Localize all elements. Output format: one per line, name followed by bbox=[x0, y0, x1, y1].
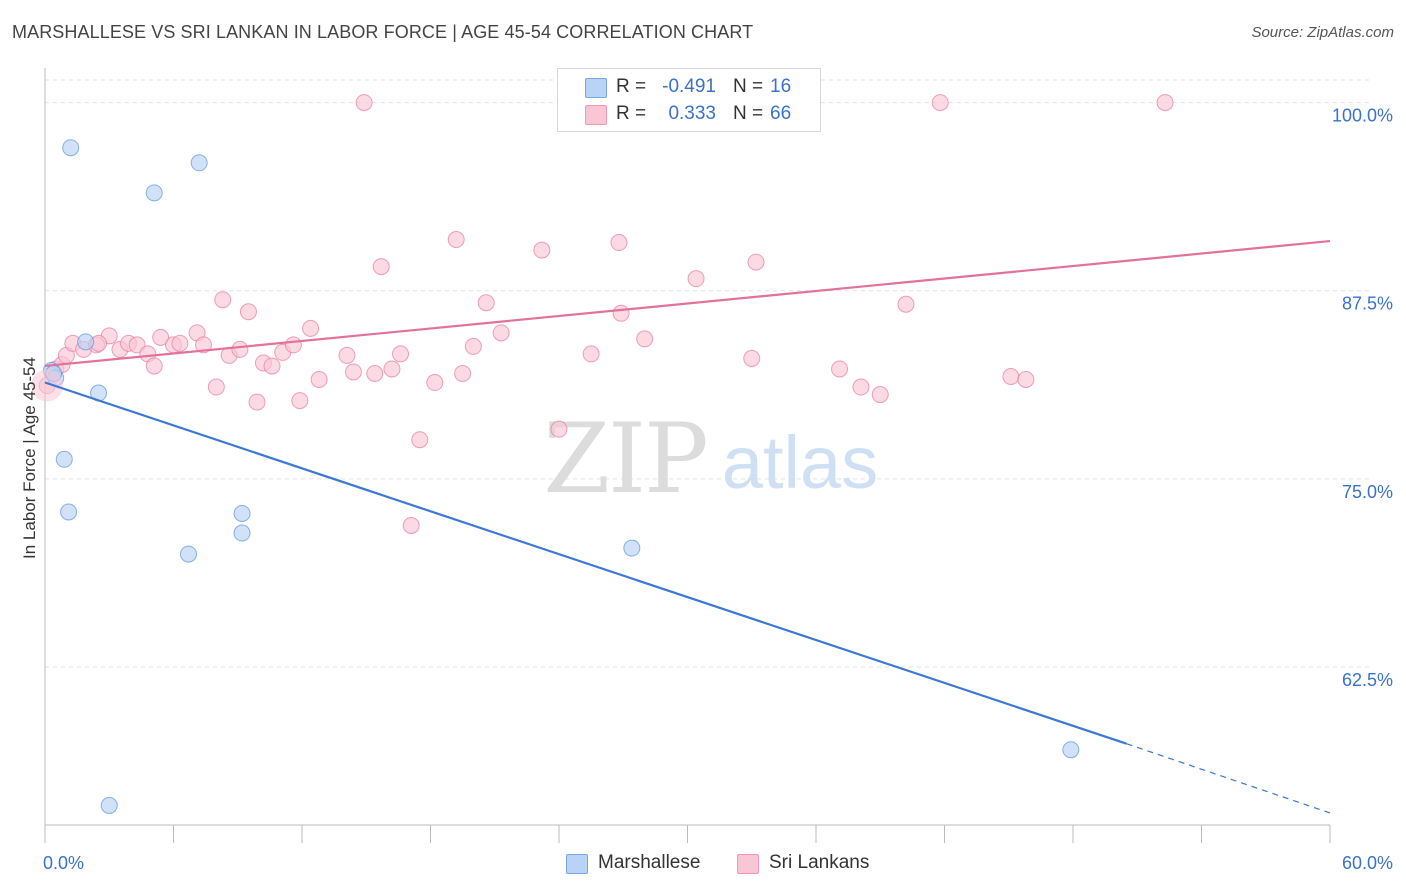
sri-lankan-point bbox=[931, 94, 949, 112]
sri-lankan-point bbox=[1017, 371, 1035, 389]
sri-lankan-point bbox=[492, 324, 510, 342]
sri-lankan-point bbox=[344, 363, 362, 381]
sri-lankan-point bbox=[263, 357, 281, 375]
sri-lankan-point bbox=[239, 303, 257, 321]
marshallese-point bbox=[233, 524, 251, 542]
marshallese-point bbox=[55, 450, 73, 468]
sri-lankan-point bbox=[582, 345, 600, 363]
marshallese-point bbox=[1062, 741, 1080, 759]
sri-lankan-point bbox=[464, 337, 482, 355]
marshallese-point bbox=[145, 184, 163, 202]
marshallese-point bbox=[62, 139, 80, 157]
sri-lankan-point bbox=[171, 334, 189, 352]
sri-lankan-point bbox=[214, 291, 232, 309]
sri-lankan-point bbox=[612, 304, 630, 322]
sri-lankan-point bbox=[852, 378, 870, 396]
sri-lankan-point bbox=[411, 431, 429, 449]
sri-lankan-point bbox=[1002, 367, 1020, 385]
stats-legend: R = -0.491 N = 16 R = 0.333 N = 66 bbox=[557, 68, 821, 132]
sri-lankan-point bbox=[194, 336, 212, 354]
sri-lankan-point bbox=[355, 94, 373, 112]
bottom-legend-label: Sri Lankans bbox=[769, 852, 870, 873]
sri-lankan-point bbox=[383, 360, 401, 378]
legend-r-value: -0.491 bbox=[662, 76, 716, 97]
x-tick-label-max: 60.0% bbox=[1342, 853, 1393, 873]
marshallese-trend-line bbox=[44, 381, 1127, 745]
marshallese-point bbox=[623, 539, 641, 557]
x-tick-label-min: 0.0% bbox=[43, 853, 84, 873]
sri-lankan-point bbox=[550, 420, 568, 438]
sri-lankan-point bbox=[248, 393, 266, 411]
sri-lankan-point bbox=[291, 392, 309, 410]
sri-lankan-point bbox=[338, 346, 356, 364]
watermark-atlas: atlas bbox=[722, 421, 878, 504]
legend-n-value: 66 bbox=[770, 103, 792, 124]
sri-lankan-point bbox=[284, 336, 302, 354]
sri-lankan-point bbox=[871, 386, 889, 404]
legend-n-value: 16 bbox=[770, 76, 792, 97]
y-tick-label: 62.5% bbox=[1342, 670, 1393, 690]
sri-lankan-point bbox=[426, 374, 444, 392]
marshallese-point bbox=[190, 154, 208, 172]
sri-lankan-point bbox=[231, 340, 249, 358]
sri-lankan-point bbox=[454, 364, 472, 382]
sri-lankan-point bbox=[392, 345, 410, 363]
y-tick-label: 87.5% bbox=[1342, 294, 1393, 314]
y-tick-label: 100.0% bbox=[1332, 106, 1393, 126]
axis-layer bbox=[44, 68, 1331, 843]
marshallese-point bbox=[179, 545, 197, 563]
sri-lankan-point bbox=[366, 364, 384, 382]
legend-r-value: 0.333 bbox=[668, 103, 716, 124]
marshallese-trend-extension bbox=[1126, 743, 1331, 814]
sri-lankan-point bbox=[1156, 94, 1174, 112]
watermark: ZIP atlas bbox=[543, 403, 878, 515]
sri-lankan-point-cluster bbox=[31, 369, 64, 402]
sri-lankan-point bbox=[152, 328, 170, 346]
sri-lankan-point bbox=[207, 378, 225, 396]
trend-layer bbox=[44, 239, 1331, 814]
source-label: Source: ZipAtlas.com bbox=[1251, 24, 1394, 41]
bottom-legend-swatch bbox=[566, 854, 588, 874]
sri-lankan-point bbox=[372, 258, 390, 276]
sri-lankan-point bbox=[831, 360, 849, 378]
bottom-legend-swatch bbox=[737, 854, 759, 874]
marshallese-point bbox=[100, 796, 118, 814]
marshallese-point bbox=[60, 503, 78, 521]
sri-lankan-point bbox=[743, 349, 761, 367]
marshallese-point bbox=[77, 333, 95, 351]
legend-n-label: N = bbox=[733, 76, 764, 97]
sri-lankan-point bbox=[533, 241, 551, 259]
marshallese-point bbox=[233, 504, 251, 522]
point-layer bbox=[31, 94, 1174, 814]
sri-lankan-point bbox=[310, 371, 328, 389]
y-tick-label: 75.0% bbox=[1342, 482, 1393, 502]
legend-swatch-sri-lankans bbox=[585, 105, 607, 125]
sri-lankan-point bbox=[302, 319, 320, 337]
sri-lankan-point bbox=[687, 270, 705, 288]
sri-lankan-point bbox=[447, 231, 465, 249]
label-layer: 62.5% 75.0% 87.5% 100.0% 0.0% 60.0% In Labor F… bbox=[20, 106, 1393, 873]
watermark-zip: ZIP bbox=[543, 403, 706, 515]
sri-lankan-point bbox=[477, 294, 495, 312]
legend-n-label: N = bbox=[733, 103, 764, 124]
sri-lankan-trend-line bbox=[44, 239, 1331, 368]
grid-layer bbox=[45, 79, 1370, 668]
sri-lankan-point bbox=[636, 330, 654, 348]
chart-title: MARSHALLESE VS SRI LANKAN IN LABOR FORCE… bbox=[12, 22, 754, 42]
legend-swatch-marshallese bbox=[585, 78, 607, 98]
sri-lankan-point bbox=[145, 357, 163, 375]
bottom-legend-label: Marshallese bbox=[598, 852, 701, 873]
legend-row-marshallese: R = -0.491 N = 16 bbox=[558, 75, 820, 101]
sri-lankan-point bbox=[610, 234, 628, 252]
sri-lankan-point bbox=[897, 295, 915, 313]
sri-lankan-point bbox=[402, 516, 420, 534]
y-axis-title: In Labor Force | Age 45-54 bbox=[20, 357, 39, 559]
legend-row-sri-lankans: R = 0.333 N = 66 bbox=[558, 102, 820, 128]
sri-lankan-point bbox=[747, 253, 765, 271]
legend-r-label: R = bbox=[616, 103, 647, 124]
legend-r-label: R = bbox=[616, 76, 647, 97]
